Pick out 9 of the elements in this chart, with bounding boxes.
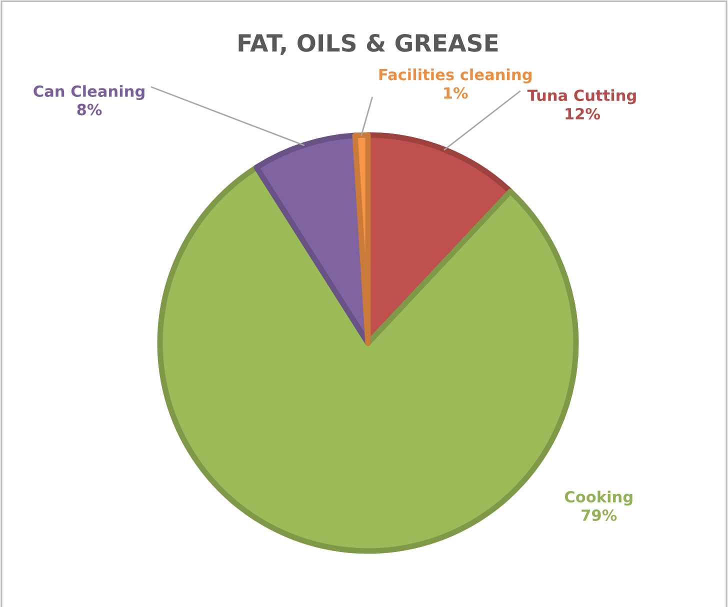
slice-label: Tuna Cutting: [527, 89, 636, 104]
slice-label: Can Cleaning: [34, 85, 144, 100]
data-label: 8%: [77, 104, 102, 116]
data-label: 79%: [582, 509, 617, 521]
data-label: 12%: [566, 108, 600, 120]
data-label: 1%: [444, 87, 468, 99]
slice-label: Cooking: [564, 490, 632, 506]
slice-label: Facilities cleaning: [379, 68, 532, 84]
chart-title: FAT, OILS & GREASE: [238, 34, 498, 55]
